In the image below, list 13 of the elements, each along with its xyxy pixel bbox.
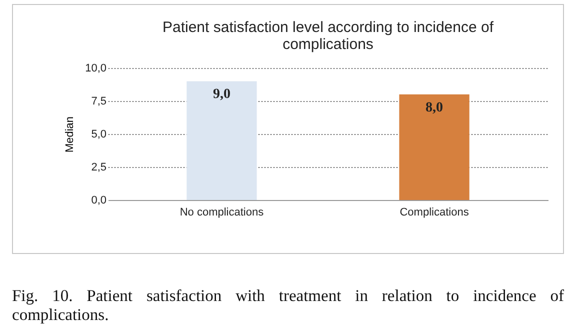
- x-tick-label: Complications: [400, 206, 470, 218]
- x-tick-label: No complications: [180, 206, 264, 218]
- text: Patient satisfaction level according to incidence of: [162, 19, 494, 36]
- text: complications: [282, 36, 374, 53]
- y-tick-label: 2,5: [91, 162, 106, 174]
- caption: Fig. 10. Patient satisfaction with treatment in relation to incidence of complications.: [12, 286, 564, 324]
- data-label: 9,0: [212, 87, 230, 102]
- data-label: 8,0: [426, 100, 444, 116]
- y-tick-label: 5,0: [91, 128, 106, 140]
- y-tick-label: 0,0: [91, 194, 106, 206]
- y-tick-label: 10,0: [85, 62, 106, 74]
- y-tick-label: 7,5: [91, 96, 106, 108]
- y-axis-title: Median: [64, 116, 76, 153]
